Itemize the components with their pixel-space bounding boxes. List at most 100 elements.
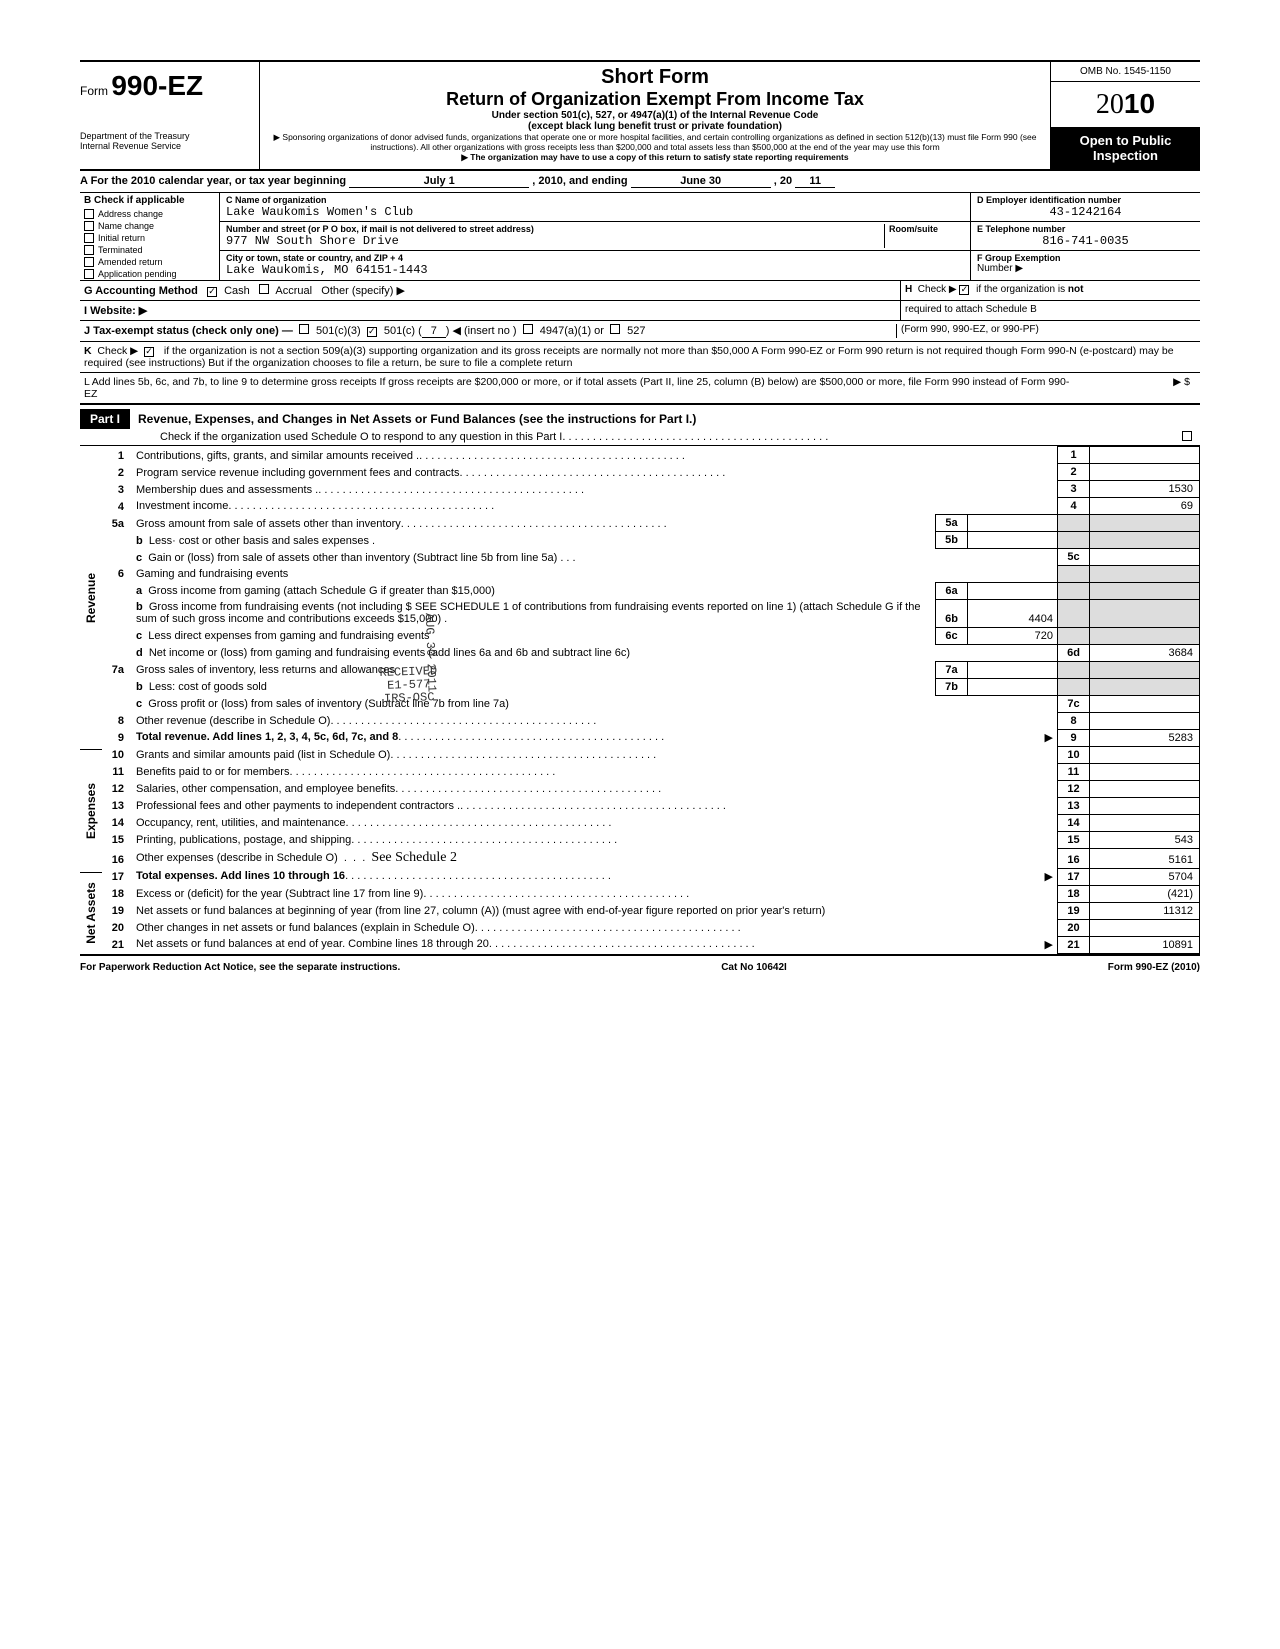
- chk-address-change[interactable]: Address change: [80, 208, 219, 220]
- checkbox-icon[interactable]: [610, 324, 620, 334]
- row-8: 8Other revenue (describe in Schedule O)8: [104, 712, 1200, 729]
- line-g-h: G Accounting Method ✓ Cash Accrual Other…: [80, 281, 1200, 301]
- midboxnum: 5a: [936, 515, 968, 532]
- shaded: [1090, 678, 1200, 695]
- row-2: 2 Program service revenue including gover…: [104, 464, 1200, 481]
- boxnum: 11: [1058, 763, 1090, 780]
- boxnum: 7c: [1058, 695, 1090, 712]
- line-g-label: G Accounting Method: [84, 285, 198, 297]
- period-label: A For the 2010 calendar year, or tax yea…: [80, 175, 346, 187]
- midboxnum: 6a: [936, 582, 968, 599]
- midboxnum: 6c: [936, 627, 968, 644]
- chk-amended[interactable]: Amended return: [80, 256, 219, 268]
- shaded: [1090, 661, 1200, 678]
- header-info-block: B Check if applicable Address change Nam…: [80, 193, 1200, 281]
- form-number: Form 990-EZ: [80, 70, 253, 102]
- boxnum: 4: [1058, 498, 1090, 515]
- boxval: [1090, 549, 1200, 566]
- checkbox-icon[interactable]: [299, 324, 309, 334]
- part-1-sub-text: Check if the organization used Schedule …: [160, 431, 562, 443]
- rowdesc: Less: cost of goods sold: [149, 681, 267, 693]
- boxval: 69: [1090, 498, 1200, 515]
- shaded: [1058, 515, 1090, 532]
- boxval: [1090, 919, 1200, 936]
- rowdesc: Other expenses (describe in Schedule O): [136, 852, 338, 864]
- room-label: Room/suite: [889, 224, 964, 234]
- row-18: 18Excess or (deficit) for the year (Subt…: [104, 885, 1200, 902]
- chk-initial-return[interactable]: Initial return: [80, 232, 219, 244]
- rownum: d: [136, 647, 143, 659]
- checkbox-icon[interactable]: ✓: [959, 285, 969, 295]
- city-value: Lake Waukomis, MO 64151-1443: [226, 263, 964, 277]
- chk-application-pending[interactable]: Application pending: [80, 268, 219, 280]
- rownum: 16: [104, 848, 132, 868]
- form-number-val: 990-EZ: [111, 70, 203, 101]
- line-h: H Check ▶ ✓ if the organization is not: [900, 281, 1200, 300]
- midboxnum: 7b: [936, 678, 968, 695]
- org-name-cell: C Name of organization Lake Waukomis Wom…: [220, 193, 970, 222]
- rowdesc: Less· cost or other basis and sales expe…: [149, 535, 375, 547]
- boxval: 1530: [1090, 481, 1200, 498]
- boxnum: 16: [1058, 848, 1090, 868]
- chk-label: Initial return: [98, 233, 145, 243]
- checkbox-icon[interactable]: ✓: [207, 287, 217, 297]
- j-501c-num: 7: [422, 325, 446, 338]
- rowdesc: Contributions, gifts, grants, and simila…: [136, 450, 419, 462]
- rowdesc: Total revenue. Add lines 1, 2, 3, 4, 5c,…: [136, 731, 398, 744]
- line-j-label: J Tax-exempt status (check only one) —: [84, 325, 293, 337]
- boxnum: 13: [1058, 797, 1090, 814]
- rownum: 13: [104, 797, 132, 814]
- checkbox-icon[interactable]: [523, 324, 533, 334]
- chk-label: Name change: [98, 221, 154, 231]
- header-right: OMB No. 1545-1150 2010 Open to Public In…: [1050, 62, 1200, 169]
- row-16: 16 Other expenses (describe in Schedule O…: [104, 848, 1200, 868]
- footer-center: Cat No 10642I: [721, 962, 787, 973]
- shaded: [1090, 582, 1200, 599]
- boxval: 3684: [1090, 644, 1200, 661]
- rowdesc: Program service revenue including govern…: [136, 467, 459, 479]
- boxnum: 20: [1058, 919, 1090, 936]
- calc-table-wrap: 1Contributions, gifts, grants, and simil…: [104, 446, 1200, 954]
- part-1-tag: Part I: [80, 409, 130, 429]
- h-not: not: [1068, 284, 1084, 295]
- shaded: [1058, 627, 1090, 644]
- col-b-checks: B Check if applicable Address change Nam…: [80, 193, 220, 280]
- line-k: K Check ▶ ✓ if the organization is not a…: [80, 342, 1200, 372]
- header-left: Form 990-EZ Department of the Treasury I…: [80, 62, 260, 169]
- rownum: 12: [104, 780, 132, 797]
- boxval: 543: [1090, 831, 1200, 848]
- rownum: 6: [104, 566, 132, 583]
- header-satisfy: ▶ The organization may have to use a cop…: [270, 152, 1040, 162]
- rowdesc: Occupancy, rent, utilities, and maintena…: [136, 817, 346, 829]
- rowdesc: Membership dues and assessments .: [136, 484, 318, 496]
- city-label: City or town, state or country, and ZIP …: [226, 253, 964, 263]
- rownum: 4: [104, 498, 132, 515]
- footer-left: For Paperwork Reduction Act Notice, see …: [80, 962, 400, 973]
- line-g: G Accounting Method ✓ Cash Accrual Other…: [80, 281, 900, 300]
- col-c-org: C Name of organization Lake Waukomis Wom…: [220, 193, 970, 280]
- rownum: 10: [104, 746, 132, 763]
- j-501c-tail: ) ◀ (insert no ): [446, 325, 517, 337]
- period-mid: , 2010, and ending: [532, 175, 627, 187]
- street-cell: Number and street (or P O box, if mail i…: [220, 222, 970, 251]
- form-header: Form 990-EZ Department of the Treasury I…: [80, 60, 1200, 169]
- rownum: 2: [104, 464, 132, 481]
- chk-name-change[interactable]: Name change: [80, 220, 219, 232]
- boxnum: 9: [1058, 729, 1090, 746]
- line-a-period: A For the 2010 calendar year, or tax yea…: [80, 171, 1200, 193]
- line-j: J Tax-exempt status (check only one) — 5…: [80, 321, 1200, 342]
- checkbox-icon[interactable]: [1182, 431, 1192, 441]
- period-end-month: June 30: [631, 175, 771, 188]
- checkbox-icon[interactable]: ✓: [144, 347, 154, 357]
- line-k-text: if the organization is not a section 509…: [84, 345, 1174, 369]
- col-d-e-f: D Employer identification number 43-1242…: [970, 193, 1200, 280]
- checkbox-icon[interactable]: ✓: [367, 327, 377, 337]
- rownum: 3: [104, 481, 132, 498]
- chk-terminated[interactable]: Terminated: [80, 244, 219, 256]
- midboxval: [968, 515, 1058, 532]
- chk-label: Address change: [98, 209, 163, 219]
- checkbox-icon[interactable]: [259, 284, 269, 294]
- boxval: 10891: [1090, 936, 1200, 953]
- rownum: b: [136, 601, 143, 613]
- boxnum: 21: [1058, 936, 1090, 953]
